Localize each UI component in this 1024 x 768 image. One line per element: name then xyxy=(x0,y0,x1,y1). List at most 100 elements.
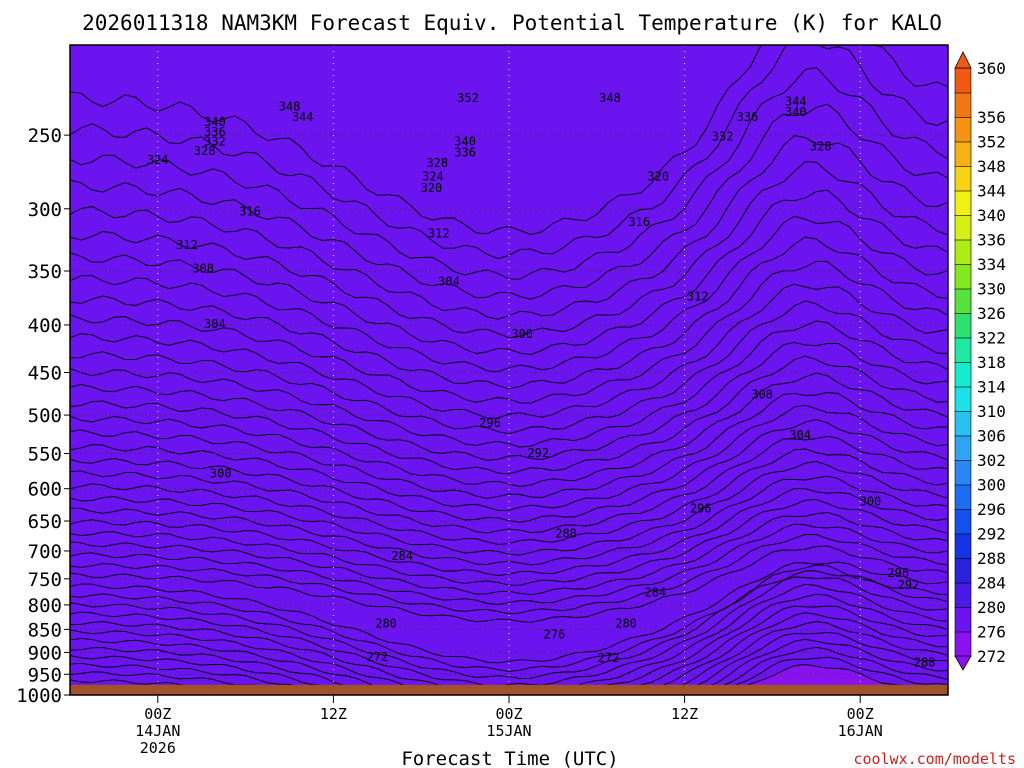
y-tick-label: 500 xyxy=(28,405,62,427)
contour-label: 288 xyxy=(914,656,936,670)
colorbar-label: 296 xyxy=(977,500,1006,519)
contour-label: 328 xyxy=(426,156,448,170)
contour-label: 308 xyxy=(751,387,773,401)
colorbar-label: 314 xyxy=(977,378,1006,397)
y-tick-label: 800 xyxy=(28,595,62,617)
contour-314 xyxy=(70,460,948,556)
contour-310 xyxy=(70,488,948,577)
contour-label: 304 xyxy=(789,428,811,442)
contour-label: 328 xyxy=(810,139,832,153)
contour-label: 280 xyxy=(375,617,397,631)
contour-300 xyxy=(70,545,948,623)
colorbar-max-arrow xyxy=(954,51,972,69)
colorbar-swatch xyxy=(954,239,972,265)
y-tick-label: 400 xyxy=(28,315,62,337)
y-tick-label: 350 xyxy=(28,261,62,283)
contour-320 xyxy=(70,419,948,523)
contour-356 xyxy=(70,45,948,236)
colorbar: 272 276 280 284 288 292 296 300 302 306 310 314 318 3… xyxy=(954,51,1006,671)
contour-label: 324 xyxy=(422,170,444,184)
contour-322 xyxy=(70,404,948,511)
x-tick-label: 00Z xyxy=(847,705,874,723)
contour-label: 296 xyxy=(479,416,501,430)
colorbar-label: 326 xyxy=(977,304,1006,323)
colorbar-label: 280 xyxy=(977,598,1006,617)
y-tick-label: 300 xyxy=(28,199,62,221)
contour-label: 332 xyxy=(204,135,226,149)
contour-label: 300 xyxy=(210,467,232,481)
contour-344 xyxy=(70,189,948,356)
contour-label: 340 xyxy=(204,115,226,129)
x-tick-label: 12Z xyxy=(320,705,347,723)
colorbar-swatch xyxy=(954,386,972,412)
contour-label: 348 xyxy=(279,100,301,114)
x-tick-label: 12Z xyxy=(671,705,698,723)
contour-label: 284 xyxy=(644,586,666,600)
contour-label: 292 xyxy=(898,578,920,592)
credit-text: coolwx.com/modelts xyxy=(853,750,1016,768)
contour-label: 328 xyxy=(194,144,216,158)
contour-334 xyxy=(70,300,948,435)
contour-label: 352 xyxy=(457,91,479,105)
colorbar-label: 340 xyxy=(977,206,1006,225)
x-tick-label: 16JAN xyxy=(838,722,883,740)
colorbar-label: 288 xyxy=(977,549,1006,568)
x-tick-label: 14JAN xyxy=(135,722,180,740)
contour-label: 336 xyxy=(204,125,226,139)
colorbar-swatch xyxy=(954,190,972,216)
contour-label: 308 xyxy=(192,262,214,276)
x-tick-label: 15JAN xyxy=(486,722,531,740)
contour-302 xyxy=(70,533,948,615)
colorbar-swatch xyxy=(954,288,972,314)
contour-label: 336 xyxy=(737,110,759,124)
colorbar-label: 276 xyxy=(977,623,1006,642)
contour-label: 324 xyxy=(147,153,169,167)
colorbar-swatch xyxy=(954,484,972,510)
contour-label: 296 xyxy=(690,501,712,515)
contour-label: 312 xyxy=(428,227,450,241)
y-tick-label: 950 xyxy=(28,664,62,686)
y-tick-label: 750 xyxy=(28,569,62,591)
colorbar-label: 352 xyxy=(977,133,1006,152)
y-tick-label: 1000 xyxy=(16,685,62,707)
contour-296 xyxy=(70,570,948,672)
y-tick-label: 900 xyxy=(28,642,62,664)
contour-label: 320 xyxy=(647,170,669,184)
contour-328 xyxy=(70,355,948,475)
contour-label: 272 xyxy=(598,651,620,665)
colorbar-swatch xyxy=(954,116,972,143)
y-tick-label: 650 xyxy=(28,511,62,533)
colorbar-swatch xyxy=(954,263,972,290)
contour-label: 344 xyxy=(292,110,314,124)
y-tick-label: 250 xyxy=(28,125,62,147)
colorbar-swatch xyxy=(954,557,972,584)
colorbar-label: 300 xyxy=(977,476,1006,495)
contour-label: 296 xyxy=(887,566,909,580)
colorbar-label: 336 xyxy=(977,231,1006,250)
contour-350 xyxy=(70,103,948,300)
colorbar-swatch xyxy=(954,361,972,388)
contour-label: 340 xyxy=(454,135,476,149)
x-tick-label: 2026 xyxy=(140,739,176,757)
contour-label: 280 xyxy=(615,617,637,631)
colorbar-swatch xyxy=(954,410,972,437)
contour-318 xyxy=(70,435,948,534)
colorbar-label: 334 xyxy=(977,255,1006,274)
contour-label: 300 xyxy=(511,327,533,341)
contour-label: 292 xyxy=(527,446,549,460)
colorbar-swatch xyxy=(954,582,972,608)
grid-lines xyxy=(70,45,948,695)
colorbar-label: 344 xyxy=(977,182,1006,201)
colorbar-label: 318 xyxy=(977,353,1006,372)
contour-298 xyxy=(70,561,948,664)
colorbar-swatch xyxy=(954,459,972,486)
contour-label: 320 xyxy=(421,181,443,195)
contour-label: 348 xyxy=(599,91,621,105)
colorbar-swatch xyxy=(954,631,972,657)
contour-336 xyxy=(70,283,948,419)
contour-label: 300 xyxy=(860,494,882,508)
contour-label: 272 xyxy=(366,650,388,664)
contour-292 xyxy=(70,576,948,687)
